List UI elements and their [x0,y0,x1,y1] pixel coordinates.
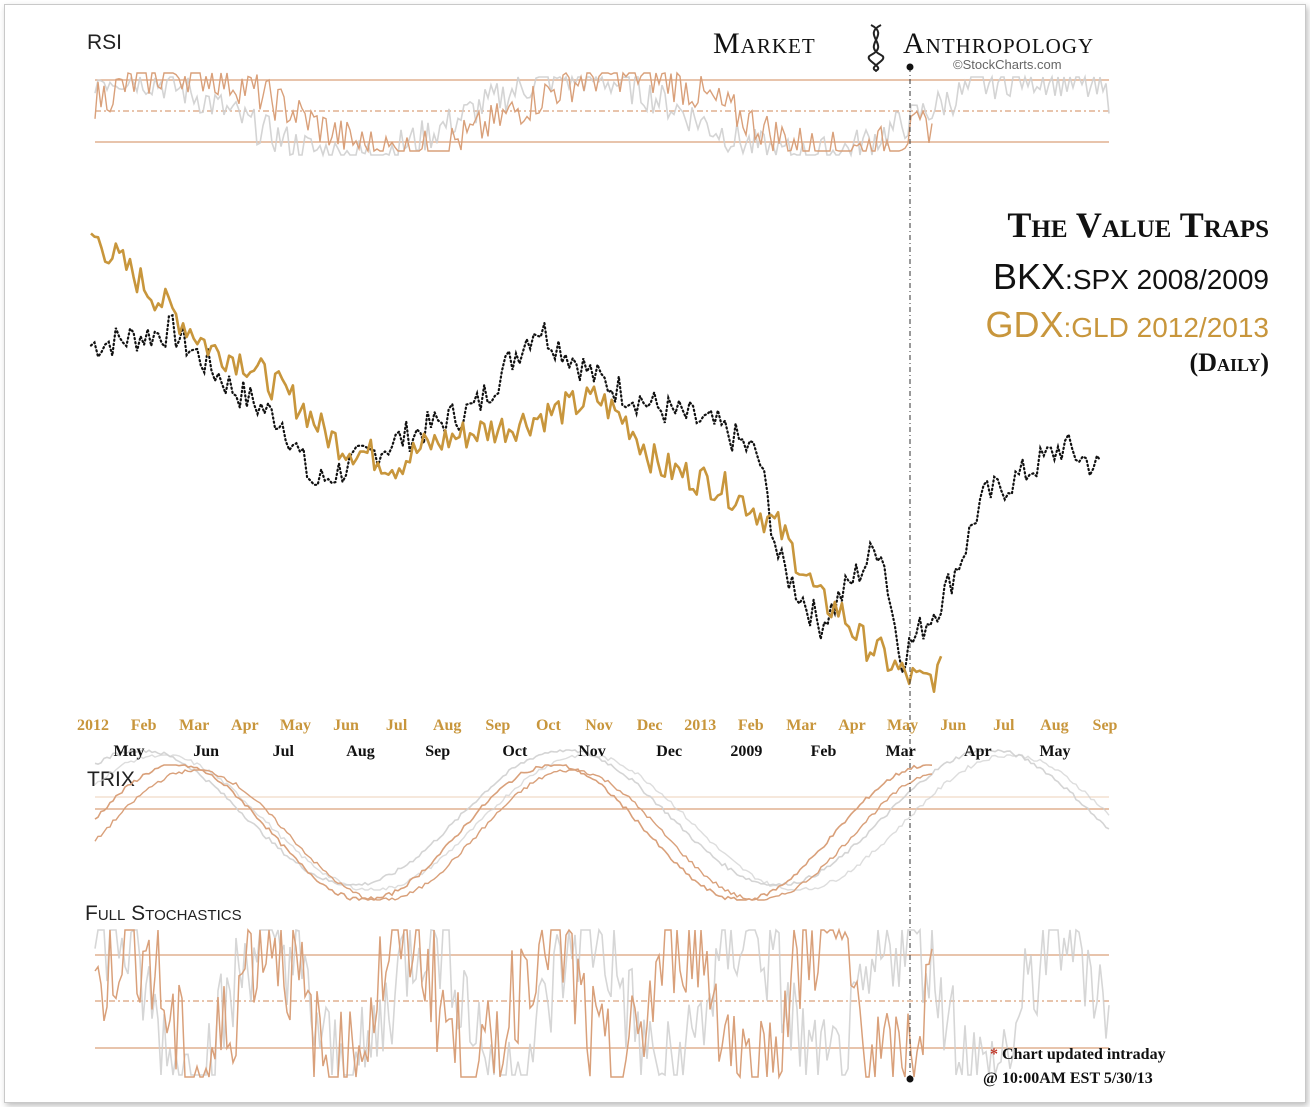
x-tick-black: Jun [193,743,219,760]
x-tick-black: 2009 [730,743,762,760]
stoch-panel [94,927,1110,1080]
x-tick-gold: Nov [585,717,613,734]
x-tick-gold: Oct [536,717,562,734]
x-tick-gold: 2012 [77,717,109,734]
marker-dot-bottom [906,1075,914,1083]
x-tick-gold: Aug [433,717,461,734]
x-tick-black: Mar [886,743,916,760]
x-tick-gold: Sep [485,717,510,734]
price-panel [89,232,1102,693]
chart-canvas: Market Anthropology ©StockCharts.com RSI… [77,24,1269,1087]
x-tick-black: Dec [656,743,682,760]
bkx-ratio: :SPX 2008/2009 [1065,264,1269,295]
x-axis: 2012 Feb Mar Apr May Jun Jul Aug Sep Oct Nov Dec 201… [77,717,1118,760]
trix-copper-line-2 [94,769,933,901]
trix-panel [94,748,1110,901]
chart-title: The Value Traps [1007,205,1269,245]
period-label: (Daily) [1190,348,1269,377]
x-tick-black: Apr [964,743,992,760]
trix-gray-line-2 [94,754,1110,891]
x-tick-gold: Mar [786,717,816,734]
brand-right: Anthropology [903,27,1094,60]
x-tick-gold: Feb [738,717,764,734]
brand-left: Market [713,27,816,60]
update-note-line2: @ 10:00AM EST 5/30/13 [983,1070,1153,1087]
x-tick-gold: Mar [179,717,209,734]
stockcharts-credit: ©StockCharts.com [953,57,1062,72]
trix-copper-line-1 [94,764,933,901]
rsi-copper-line [94,71,933,154]
gdx-ratio: :GLD 2012/2013 [1064,312,1270,343]
x-tick-black: Feb [811,743,837,760]
rsi-label: RSI [87,31,122,54]
trix-label: TRIX [87,768,135,791]
x-tick-black: Sep [425,743,450,760]
rsi-gray-line [94,73,1110,158]
x-tick-gold: Aug [1040,717,1068,734]
x-tick-gold: 2013 [684,717,716,734]
stoch-copper-line [94,927,933,1080]
bkx-legend: BKX:SPX 2008/2009 [993,256,1269,297]
x-tick-gold: Apr [231,717,259,734]
stoch-label: Full Stochastics [85,902,242,925]
gdx-legend: GDX:GLD 2012/2013 [985,304,1269,345]
x-tick-black: Jul [273,743,295,760]
x-tick-black: May [113,743,144,760]
x-tick-gold: Dec [637,717,663,734]
bkx-ticker: BKX [993,256,1065,297]
gdx-ticker: GDX [985,304,1063,345]
bkx-spx-series-line [89,313,1102,676]
trix-gray-line-1 [94,748,1110,886]
x-tick-black: Oct [502,743,528,760]
x-tick-gold: Apr [838,717,866,734]
x-tick-gold: Jun [333,717,359,734]
gdx-gld-series-line [90,232,943,693]
x-tick-gold: Jun [940,717,966,734]
x-tick-gold: Jul [993,717,1015,734]
x-tick-gold: May [887,717,918,734]
x-tick-black: May [1039,743,1070,760]
x-tick-black: Aug [346,743,374,760]
x-tick-black: Nov [578,743,606,760]
dna-icon [867,24,885,72]
marker-dot-top [906,63,914,71]
update-note-line1: * Chart updated intraday [990,1046,1166,1063]
x-tick-gold: Feb [131,717,157,734]
rsi-panel [94,71,1110,158]
chart-frame: Market Anthropology ©StockCharts.com RSI… [4,4,1306,1103]
stoch-gray-line [94,927,1110,1077]
x-tick-gold: May [280,717,311,734]
x-tick-gold: Sep [1093,717,1118,734]
x-tick-gold: Jul [386,717,408,734]
